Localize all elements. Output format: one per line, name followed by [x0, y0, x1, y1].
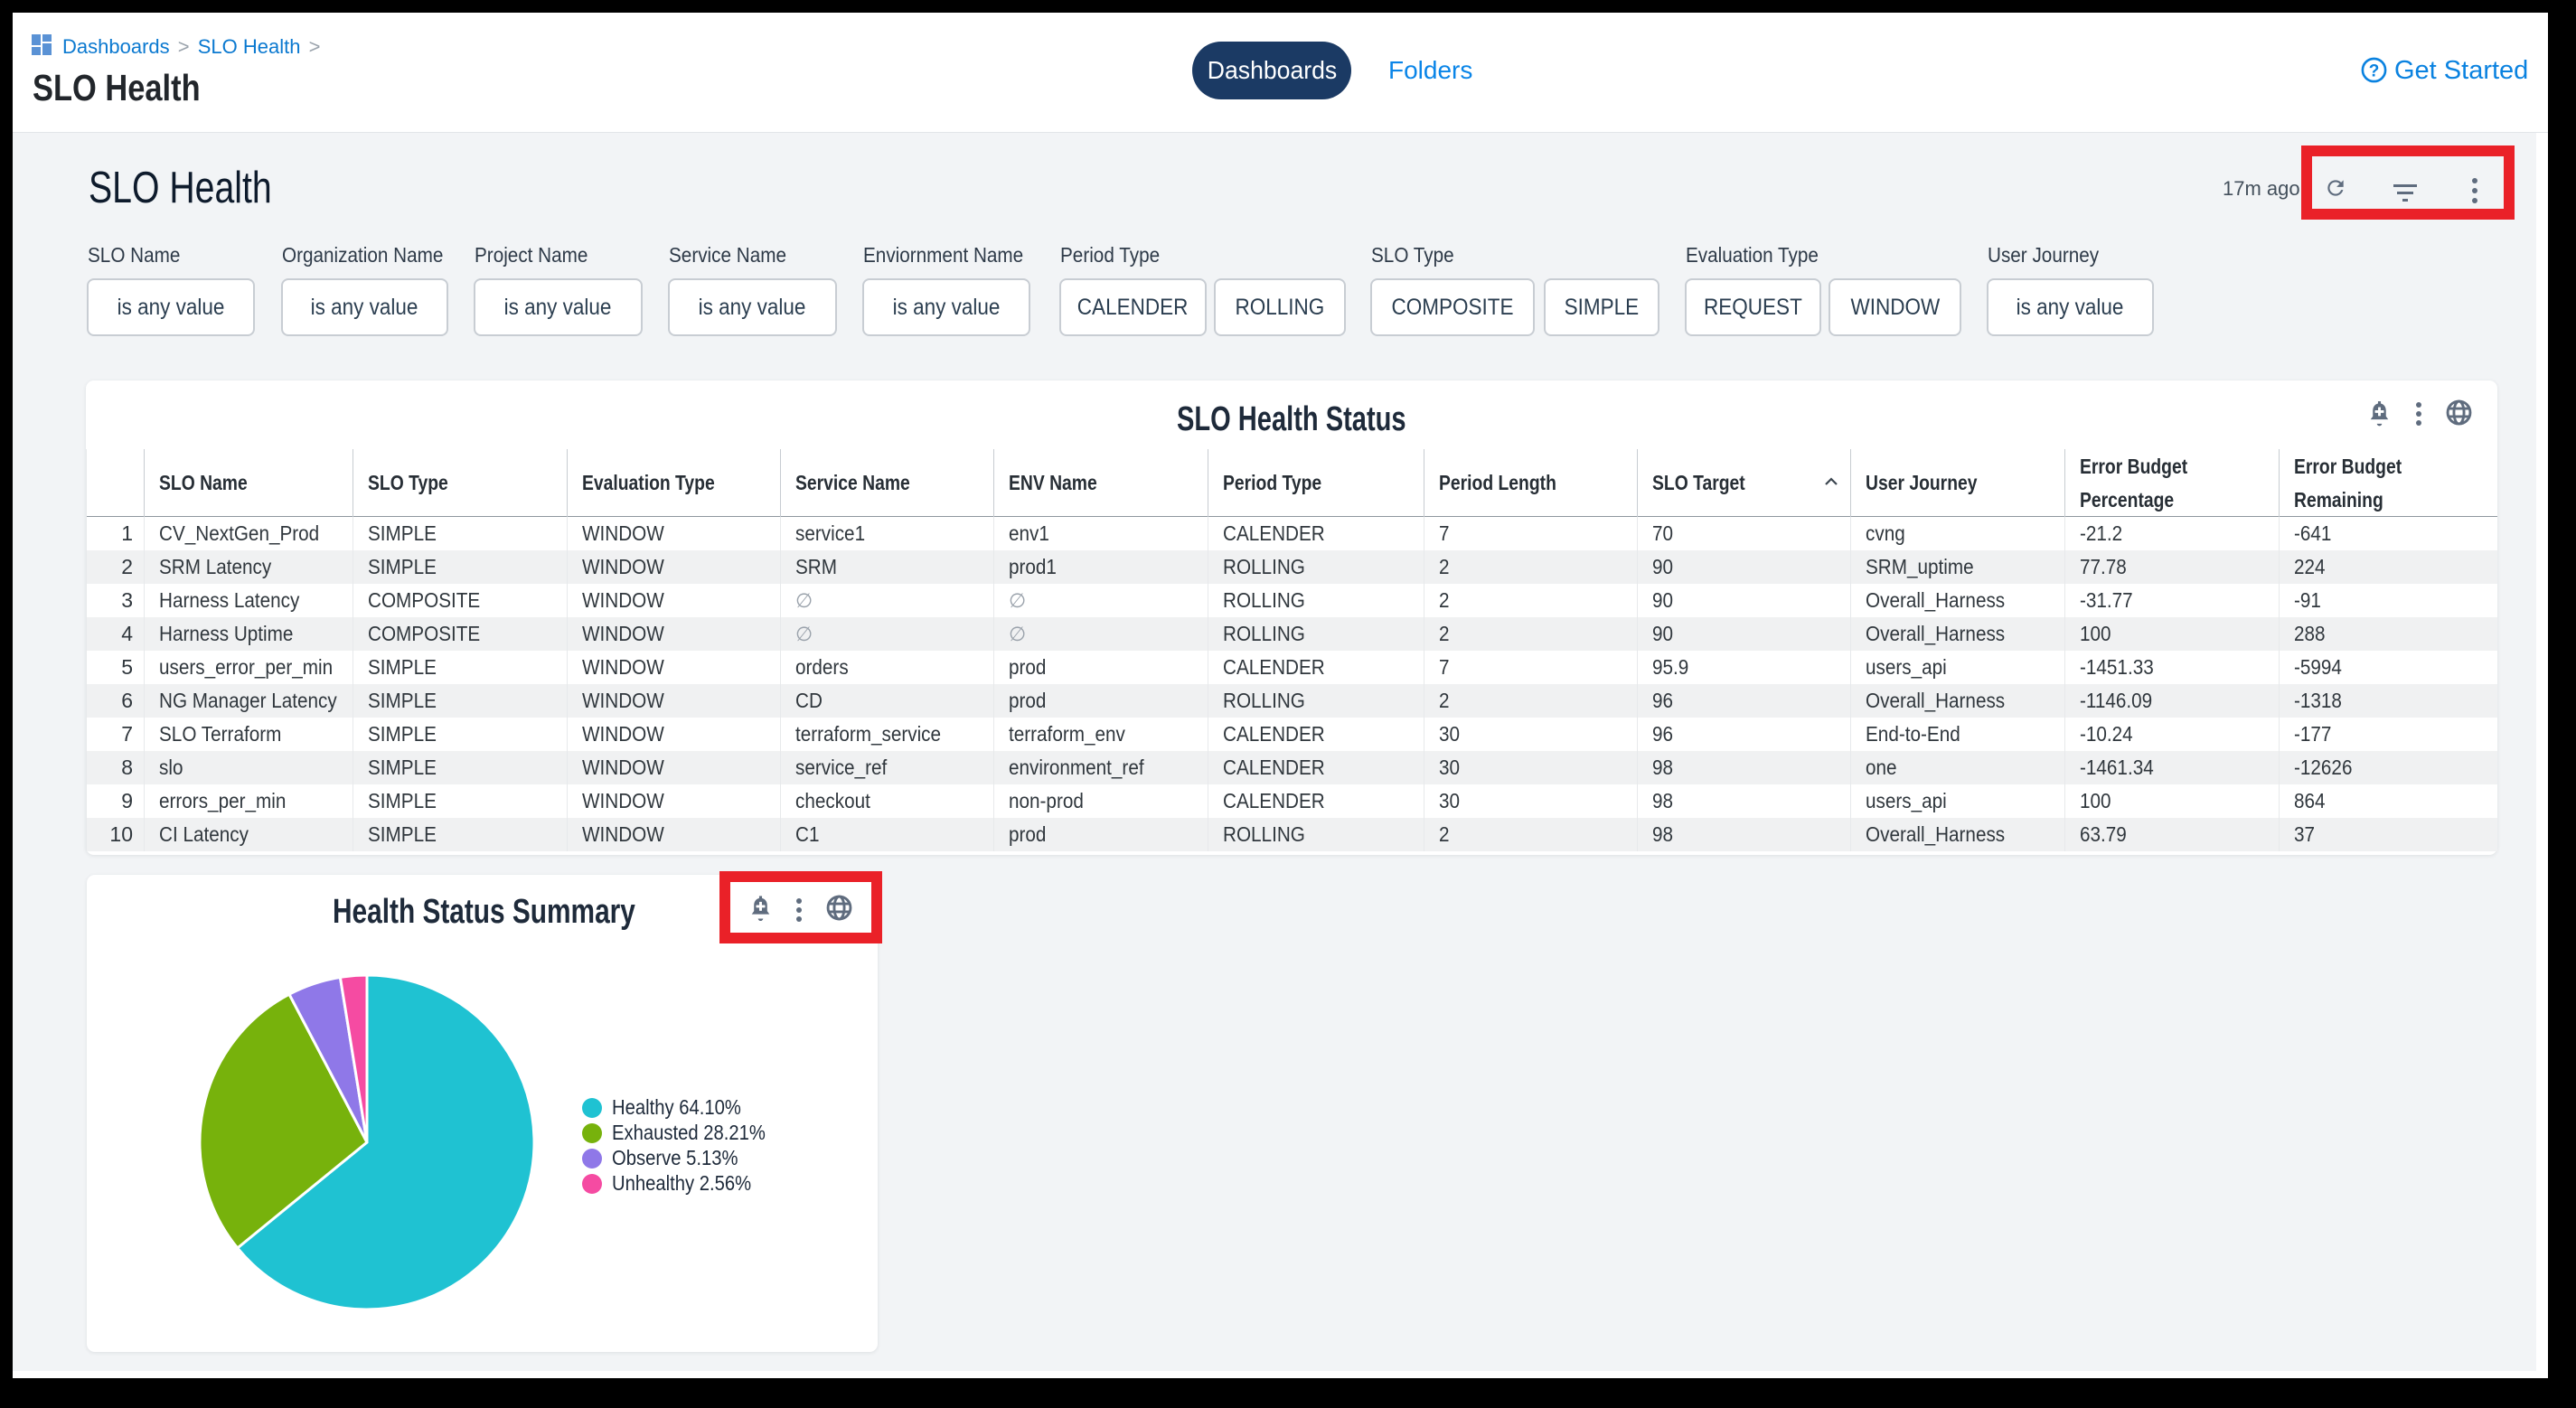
- svg-text:?: ?: [2369, 62, 2380, 81]
